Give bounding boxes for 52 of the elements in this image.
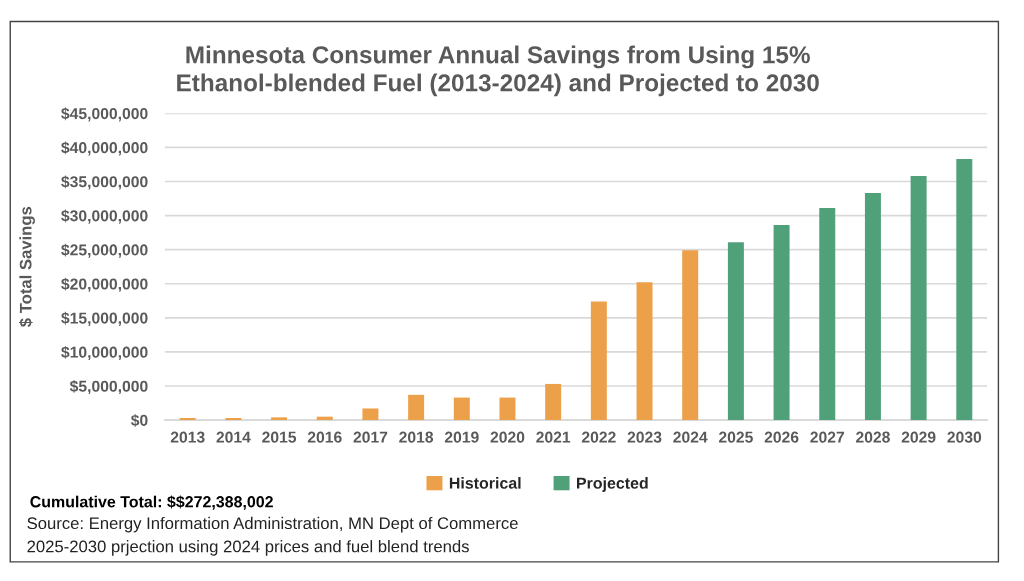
bar: [819, 208, 836, 421]
bar: [545, 383, 562, 421]
bar: [956, 158, 973, 421]
x-tick-label: 2014: [216, 431, 251, 443]
bar: [453, 397, 470, 421]
x-tick-label: 2023: [627, 431, 662, 443]
x-tick-label: 2025: [718, 431, 753, 443]
y-tick-label: $35,000,000: [61, 175, 148, 190]
bar: [910, 176, 927, 421]
x-tick-label: 2030: [947, 431, 982, 443]
y-axis-title: $ Total Savings: [19, 206, 35, 327]
x-tick-label: 2013: [170, 431, 205, 443]
legend-label: Projected: [577, 477, 648, 492]
y-tick-label: $0: [130, 414, 148, 427]
bar: [636, 282, 653, 421]
bar: [271, 417, 288, 421]
bar: [179, 418, 196, 421]
x-tick-label: 2029: [901, 431, 936, 443]
bar: [362, 408, 379, 421]
chart-title: Minnesota Consumer Annual Savings from Using 15% Ethanol-blended Fuel (2013-2024) and Projected to 2030: [177, 45, 819, 97]
bar: [499, 397, 516, 421]
bar: [225, 418, 242, 421]
bar: [590, 301, 607, 421]
y-tick-label: $10,000,000: [61, 345, 148, 361]
source-note: Source: Energy Information Administration, MN Dept of Commerce: [27, 516, 518, 533]
y-tick-label: $40,000,000: [61, 141, 148, 156]
bar: [864, 193, 881, 421]
y-tick-label: $45,000,000: [61, 107, 148, 122]
bar: [408, 394, 425, 421]
x-tick-label: 2020: [490, 431, 525, 443]
x-tick-label: 2015: [262, 431, 297, 443]
x-tick-label: 2021: [536, 431, 571, 443]
x-tick-label: 2017: [353, 431, 388, 443]
bar: [727, 242, 744, 421]
y-tick-label: $5,000,000: [69, 380, 148, 395]
text: Cumulative Total: $$272,388,002: [30, 495, 273, 510]
y-tick-label: $15,000,000: [61, 311, 148, 326]
text: 2025-2030 prjection using 2024 prices and fuel blend trends: [27, 540, 469, 556]
x-tick-label: 2024: [673, 431, 708, 443]
y-tick-label: $20,000,000: [61, 277, 148, 292]
x-tick-label: 2018: [399, 431, 434, 443]
x-tick-label: 2028: [856, 431, 890, 443]
y-tick-label: $30,000,000: [61, 209, 148, 224]
y-tick-label: $25,000,000: [61, 243, 148, 258]
bar: [682, 250, 699, 421]
bar: [773, 225, 790, 421]
x-tick-label: 2022: [581, 431, 616, 443]
legend-label: Historical: [449, 477, 521, 489]
x-tick-label: 2019: [444, 431, 479, 443]
x-tick-label: 2016: [307, 431, 342, 443]
x-tick-label: 2026: [764, 431, 799, 443]
x-tick-label: 2027: [810, 431, 845, 443]
